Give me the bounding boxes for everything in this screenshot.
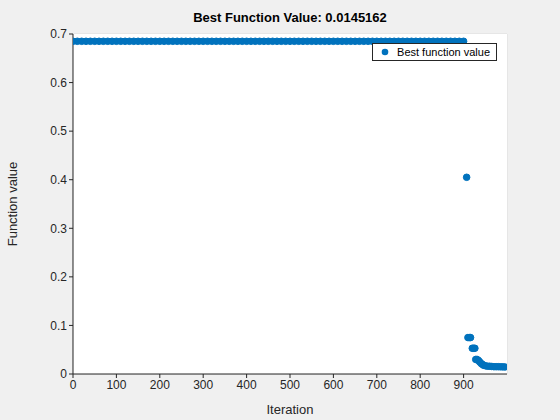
svg-text:Function value: Function value [8, 162, 20, 247]
html-text:Best Function Value: 0.0145162: Best Function Value: 0.0145162 [193, 10, 387, 25]
svg-text:0.1: 0.1 [50, 319, 67, 333]
svg-text:100: 100 [106, 378, 126, 392]
svg-text:500: 500 [280, 378, 300, 392]
svg-text:900: 900 [454, 378, 474, 392]
svg-text:700: 700 [367, 378, 387, 392]
svg-text:0.7: 0.7 [50, 27, 67, 41]
svg-text:0.6: 0.6 [50, 76, 67, 90]
svg-text:800: 800 [410, 378, 430, 392]
svg-text:0.4: 0.4 [50, 173, 67, 187]
svg-text:Iteration: Iteration [267, 402, 314, 417]
svg-text:0: 0 [60, 367, 67, 381]
html-text:Best function value: Best function value [397, 46, 490, 58]
svg-text:0.5: 0.5 [50, 124, 67, 138]
svg-text:400: 400 [237, 378, 257, 392]
svg-text:600: 600 [323, 378, 343, 392]
svg-text:0.3: 0.3 [50, 222, 67, 236]
svg-text:0.2: 0.2 [50, 270, 67, 284]
svg-text:200: 200 [150, 378, 170, 392]
svg-text:300: 300 [193, 378, 213, 392]
svg-text:0: 0 [70, 378, 77, 392]
